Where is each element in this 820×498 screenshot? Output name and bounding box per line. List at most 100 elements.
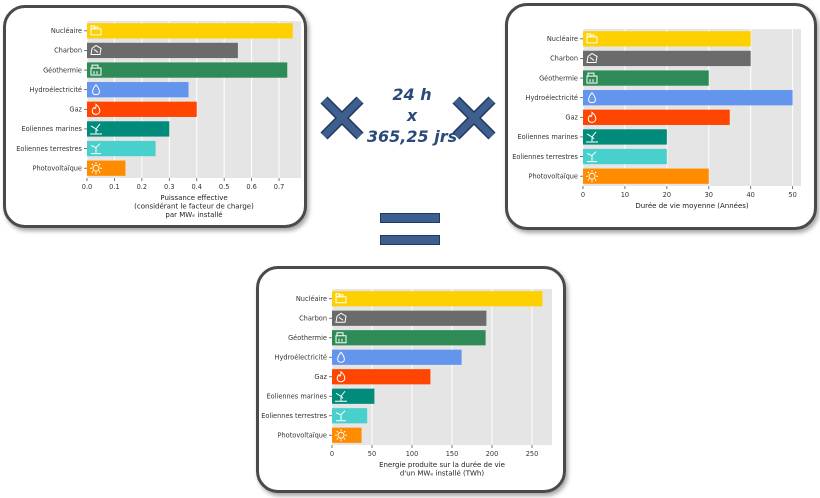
x-axis-label: Puissance effective bbox=[160, 194, 227, 202]
sun-icon bbox=[335, 429, 347, 442]
x-tick-label: 10 bbox=[621, 191, 629, 199]
bar bbox=[583, 70, 709, 86]
x-axis-label: (considérant le facteur de charge) bbox=[134, 203, 254, 211]
panel-energy-produced: 0 50 100 150 200 250 Nucléaire Charbon Géothermi… bbox=[256, 266, 566, 493]
equals-sign-top bbox=[380, 213, 440, 223]
nuclear-plant-icon bbox=[335, 293, 347, 304]
onshore-wind-icon bbox=[90, 143, 101, 155]
bar bbox=[583, 90, 793, 106]
nuclear-plant-icon bbox=[586, 33, 598, 44]
y-tick-label: Eoliennes marines bbox=[517, 133, 578, 141]
multiply-sign-right bbox=[452, 96, 496, 140]
y-tick-label: Eoliennes terrestres bbox=[261, 412, 327, 420]
y-tick-label: Charbon bbox=[550, 55, 578, 63]
y-tick-label: Eoliennes terrestres bbox=[16, 145, 82, 153]
x-axis-label: Durée de vie moyenne (Années) bbox=[635, 202, 749, 210]
y-tick-label: Eoliennes marines bbox=[266, 393, 327, 401]
bar bbox=[87, 62, 288, 78]
onshore-wind-icon bbox=[586, 151, 597, 163]
y-tick-label: Gaz bbox=[69, 106, 82, 114]
y-tick-label: Gaz bbox=[565, 114, 578, 122]
bar bbox=[332, 388, 375, 404]
bar bbox=[583, 148, 667, 165]
bar bbox=[332, 369, 431, 385]
water-drop-icon bbox=[588, 91, 596, 104]
x-tick-label: 40 bbox=[746, 191, 754, 199]
bar bbox=[332, 291, 543, 307]
coal-icon bbox=[335, 312, 347, 323]
offshore-wind-icon bbox=[335, 390, 347, 402]
x-tick-label: 0 bbox=[581, 191, 585, 199]
x-axis-label: d'un MWₑ installé (TWh) bbox=[400, 470, 484, 478]
panel-capacity-factor: 0.0 0.1 0.2 0.3 0.4 0.5 0.6 0.7 Nucléaire Charbon… bbox=[3, 5, 307, 228]
x-tick-label: 0.6 bbox=[246, 183, 257, 191]
offshore-wind-icon bbox=[586, 131, 598, 143]
y-tick-label: Géothermie bbox=[288, 334, 327, 342]
bar bbox=[332, 310, 487, 326]
sun-icon bbox=[90, 162, 102, 175]
sun-icon bbox=[586, 170, 598, 183]
y-tick-label: Photovoltaïque bbox=[278, 432, 327, 440]
bar bbox=[87, 160, 126, 176]
multiplier-hours: 24 h bbox=[392, 85, 432, 104]
y-tick-label: Charbon bbox=[299, 315, 327, 323]
x-tick-label: 100 bbox=[406, 450, 419, 458]
onshore-wind-icon bbox=[335, 410, 346, 422]
chart-lifetime: 0 10 20 30 40 50 Nucléaire Charbon Géothermie Hyd… bbox=[512, 29, 801, 210]
bar bbox=[87, 140, 156, 157]
multiplier-text: 24 h x 365,25 jrs bbox=[362, 84, 462, 147]
flame-icon bbox=[587, 111, 597, 123]
geothermal-icon bbox=[586, 72, 598, 84]
bar bbox=[583, 31, 751, 47]
y-tick-label: Photovoltaïque bbox=[33, 164, 82, 172]
water-drop-icon bbox=[337, 351, 345, 363]
bar bbox=[583, 129, 667, 145]
multiply-sign-left bbox=[320, 96, 364, 140]
y-tick-label: Nucléaire bbox=[296, 295, 327, 303]
y-tick-label: Géothermie bbox=[43, 66, 82, 74]
panel-lifetime: 0 10 20 30 40 50 Nucléaire Charbon Géothermie Hyd… bbox=[505, 3, 817, 230]
y-tick-label: Gaz bbox=[314, 373, 327, 381]
x-tick-label: 0.0 bbox=[82, 183, 93, 191]
x-axis-label: Energie produite sur la durée de vie bbox=[379, 461, 505, 469]
y-tick-label: Géothermie bbox=[539, 74, 578, 82]
chart-energy-produced: 0 50 100 150 200 250 Nucléaire Charbon Géothermi… bbox=[261, 289, 552, 478]
flame-icon bbox=[91, 103, 101, 115]
water-drop-icon bbox=[92, 83, 100, 96]
x-tick-label: 0.3 bbox=[164, 183, 175, 191]
y-tick-label: Eoliennes marines bbox=[21, 125, 82, 133]
y-tick-label: Eoliennes terrestres bbox=[512, 153, 578, 161]
multiplier-days: 365,25 jrs bbox=[366, 127, 458, 146]
x-tick-label: 200 bbox=[486, 450, 499, 458]
y-tick-label: Nucléaire bbox=[51, 27, 82, 35]
bar bbox=[87, 23, 293, 39]
coal-icon bbox=[90, 44, 102, 55]
x-tick-label: 30 bbox=[705, 191, 713, 199]
y-tick-label: Hydroélectricité bbox=[30, 86, 82, 94]
bar bbox=[332, 330, 486, 346]
x-tick-label: 0.5 bbox=[219, 183, 230, 191]
coal-icon bbox=[586, 52, 598, 63]
y-tick-label: Hydroélectricité bbox=[526, 94, 578, 102]
geothermal-icon bbox=[90, 64, 102, 76]
x-tick-label: 150 bbox=[446, 450, 459, 458]
x-tick-label: 20 bbox=[663, 191, 671, 199]
x-tick-label: 50 bbox=[788, 191, 796, 199]
bar bbox=[583, 50, 751, 67]
x-tick-label: 0 bbox=[330, 450, 334, 458]
y-tick-label: Charbon bbox=[54, 47, 82, 55]
y-tick-label: Nucléaire bbox=[547, 35, 578, 43]
multiplier-x: x bbox=[406, 106, 418, 125]
bar bbox=[87, 42, 238, 59]
bar bbox=[583, 168, 709, 184]
chart-capacity-factor: 0.0 0.1 0.2 0.3 0.4 0.5 0.6 0.7 Nucléaire Charbon… bbox=[16, 21, 301, 219]
bar bbox=[87, 82, 189, 98]
x-tick-label: 250 bbox=[526, 450, 539, 458]
x-axis-label: par MWₑ installé bbox=[165, 211, 222, 219]
nuclear-plant-icon bbox=[90, 25, 102, 36]
bar bbox=[87, 121, 170, 137]
y-tick-label: Hydroélectricité bbox=[275, 354, 327, 362]
x-tick-label: 50 bbox=[368, 450, 376, 458]
x-tick-label: 0.2 bbox=[137, 183, 148, 191]
x-tick-label: 0.7 bbox=[274, 183, 285, 191]
